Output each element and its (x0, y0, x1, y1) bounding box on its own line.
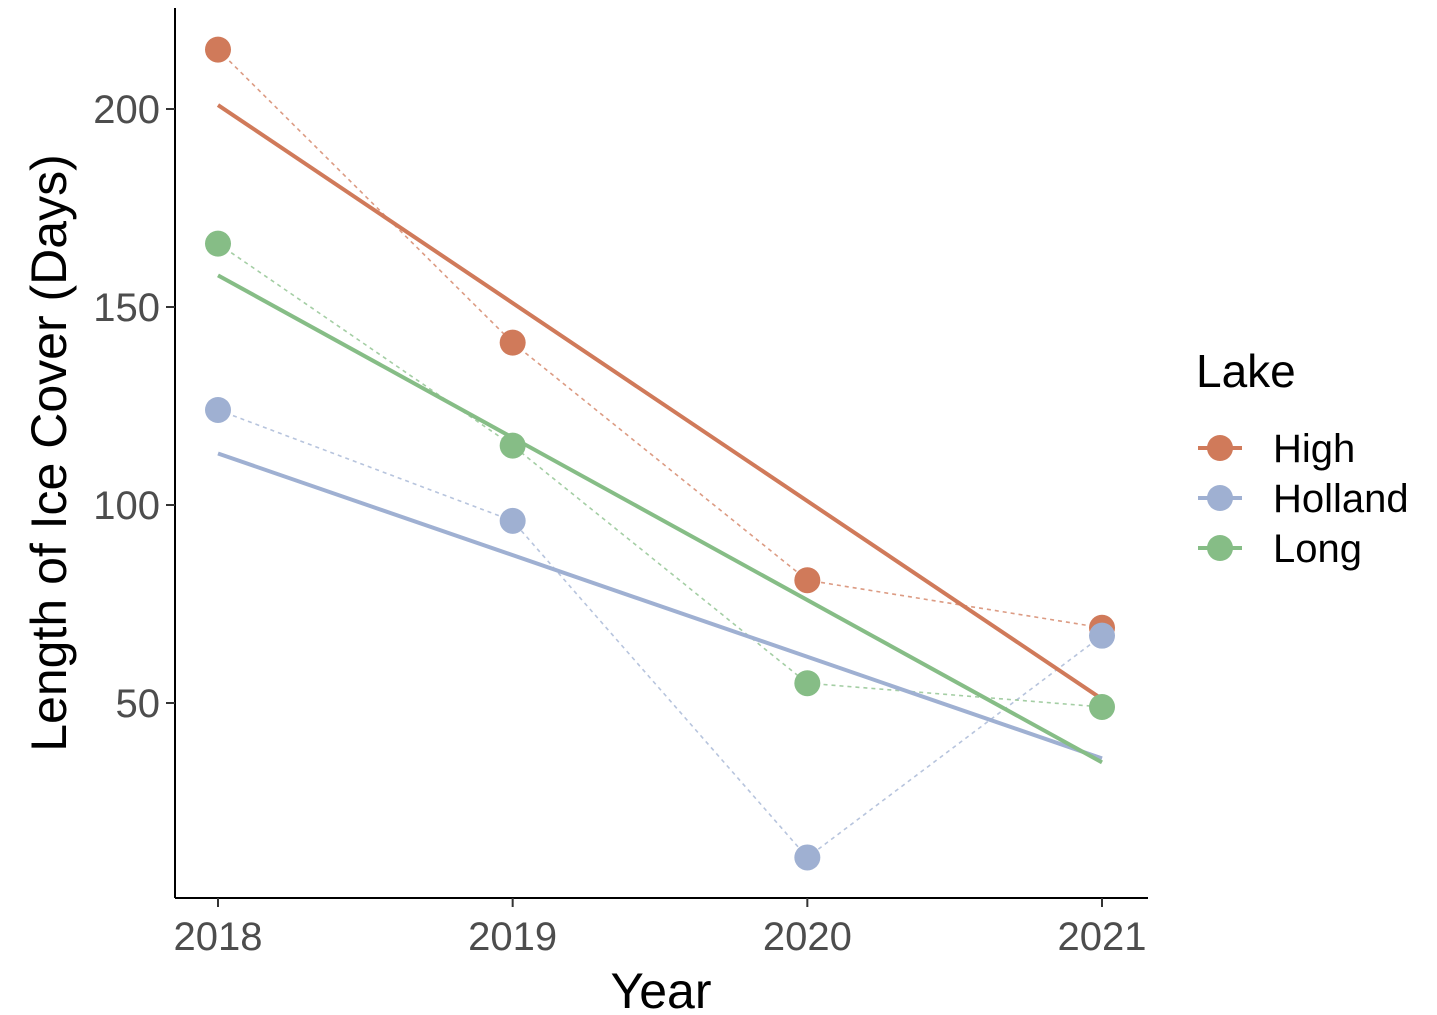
legend-items: High Holland Long (1198, 427, 1409, 571)
legend-key-point (1207, 485, 1233, 511)
x-tick-label: 2021 (1058, 915, 1147, 959)
legend-label: Holland (1273, 477, 1409, 521)
legend-key-point (1207, 535, 1233, 561)
legend-label: High (1273, 427, 1355, 471)
data-point-high (205, 36, 231, 63)
x-axis-title: Year (610, 963, 711, 1015)
data-point-long (499, 432, 526, 459)
data-point-holland (499, 507, 526, 534)
legend-label: Long (1273, 527, 1362, 571)
data-point-holland (794, 844, 821, 871)
trend-line-holland (217, 451, 1103, 761)
legend-key-point (1207, 435, 1233, 461)
data-point-long (205, 230, 231, 257)
y-tick-label: 200 (93, 88, 160, 132)
data-point-holland (1089, 622, 1115, 649)
legend: Lake High Holland Long (1196, 345, 1409, 571)
data-point-high (794, 567, 821, 594)
data-point-holland (205, 396, 231, 423)
x-tick-label: 2019 (468, 915, 557, 959)
x-tick-label: 2020 (763, 915, 852, 959)
y-tick-label: 100 (93, 484, 160, 528)
y-axis-ticks: 50 100 150 200 (93, 88, 175, 726)
data-point-long (1089, 693, 1115, 720)
data-point-long (794, 670, 821, 697)
series-connector-holland (217, 409, 1103, 859)
plot-area (205, 36, 1115, 871)
trend-line-long (217, 273, 1103, 765)
y-tick-label: 150 (93, 286, 160, 330)
trend-line-high (216, 103, 1104, 701)
series-connector-high (217, 49, 1103, 629)
x-tick-label: 2018 (174, 915, 263, 959)
legend-title: Lake (1196, 345, 1296, 397)
data-point-high (499, 329, 526, 356)
series-connector-long (217, 242, 1103, 708)
y-axis-title: Length of Ice Cover (Days) (21, 154, 77, 752)
y-tick-label: 50 (116, 682, 161, 726)
x-axis-ticks: 2018 2019 2020 2021 (174, 898, 1147, 959)
